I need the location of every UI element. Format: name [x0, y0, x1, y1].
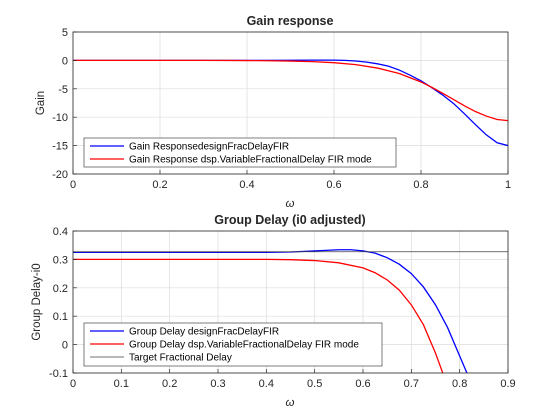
delay-series-2-line — [73, 258, 444, 373]
delay-axes-box — [72, 230, 509, 374]
gain-title: Gain response — [247, 14, 334, 28]
delay-x-tick-label: 0.9 — [500, 378, 515, 390]
gain-series — [73, 59, 508, 147]
delay-x-tick-label: 0.4 — [259, 378, 274, 390]
gain-x-tick-label: 0.4 — [239, 179, 254, 191]
gain-x-tick-label: 0.6 — [326, 179, 341, 191]
delay-y-tick-label: 0 — [62, 340, 68, 352]
gain-y-label: Gain — [35, 91, 47, 115]
delay-x-tick-label: 0.1 — [114, 378, 129, 390]
gain-x-tick-label: 0.2 — [152, 179, 167, 191]
gain-response-plot: 0 0.2 0.4 0.6 0.8 1 -20 -15 -10 -5 0 5 Gain respon… — [35, 14, 511, 210]
delay-y-tick-label: 0.1 — [53, 311, 68, 323]
delay-series — [73, 249, 508, 373]
gain-y-tick-label: -10 — [52, 112, 68, 124]
gain-y-tick-label: -5 — [58, 84, 68, 96]
delay-x-tick-label: 0.6 — [355, 378, 370, 390]
gain-x-ticks: 0 0.2 0.4 0.6 0.8 1 — [70, 170, 511, 191]
gain-legend-box — [83, 137, 397, 168]
delay-x-tick-label: 0.8 — [452, 378, 467, 390]
delay-legend: Group Delay designFracDelayFIR Group Dela… — [83, 322, 383, 367]
gain-legend: Gain ResponsedesignFracDelayFIR Gain Resp… — [83, 137, 397, 168]
delay-x-tick-label: 0.5 — [307, 378, 322, 390]
gain-axes-box — [72, 31, 509, 175]
gain-series-2-line — [73, 59, 508, 122]
delay-x-tick-label: 0.7 — [404, 378, 419, 390]
gain-y-tick-label: -20 — [52, 169, 68, 181]
delay-legend-label-3: Target Fractional Delay — [129, 353, 232, 364]
delay-legend-label-1: Group Delay designFracDelayFIR — [129, 327, 279, 338]
delay-y-label: Group Delay-i0 — [31, 263, 43, 340]
delay-x-ticks: 0 0.1 0.2 0.3 0.4 0.5 0.6 0.7 0.8 0.9 — [70, 369, 516, 390]
gain-y-tick-label: -15 — [52, 141, 68, 153]
gain-y-ticks: -20 -15 -10 -5 0 5 — [52, 27, 77, 181]
gain-x-tick-label: 0.8 — [413, 179, 428, 191]
delay-legend-label-2: Group Delay dsp.VariableFractionalDelay … — [129, 340, 359, 351]
gain-y-tick-label: 5 — [62, 27, 68, 39]
delay-x-tick-label: 0.2 — [162, 378, 177, 390]
gain-legend-label-2: Gain Response dsp.VariableFractionalDela… — [129, 155, 372, 166]
group-delay-plot: 0 0.1 0.2 0.3 0.4 0.5 0.6 0.7 0.8 0.9 -0.100.10.2… — [31, 213, 516, 409]
gain-x-label: ω — [286, 198, 295, 210]
delay-x-label: ω — [286, 397, 295, 409]
gain-legend-label-1: Gain ResponsedesignFracDelayFIR — [129, 142, 289, 153]
delay-title: Group Delay (i0 adjusted) — [214, 213, 365, 227]
delay-legend-box — [83, 322, 383, 367]
delay-y-tick-label: -0.1 — [49, 368, 68, 380]
gain-y-tick-label: 0 — [62, 55, 68, 67]
delay-x-tick-label: 0 — [70, 378, 76, 390]
gain-x-tick-label: 0 — [70, 179, 76, 191]
delay-y-tick-label: 0.4 — [53, 226, 68, 238]
delay-y-tick-label: 0.2 — [53, 283, 68, 295]
delay-x-tick-label: 0.3 — [210, 378, 225, 390]
gain-x-tick-label: 1 — [505, 179, 511, 191]
delay-y-tick-label: 0.3 — [53, 254, 68, 266]
delay-y-ticks: -0.1 0 0.1 0.2 0.3 0.4 — [49, 226, 77, 380]
delay-series-1-line — [73, 249, 468, 373]
